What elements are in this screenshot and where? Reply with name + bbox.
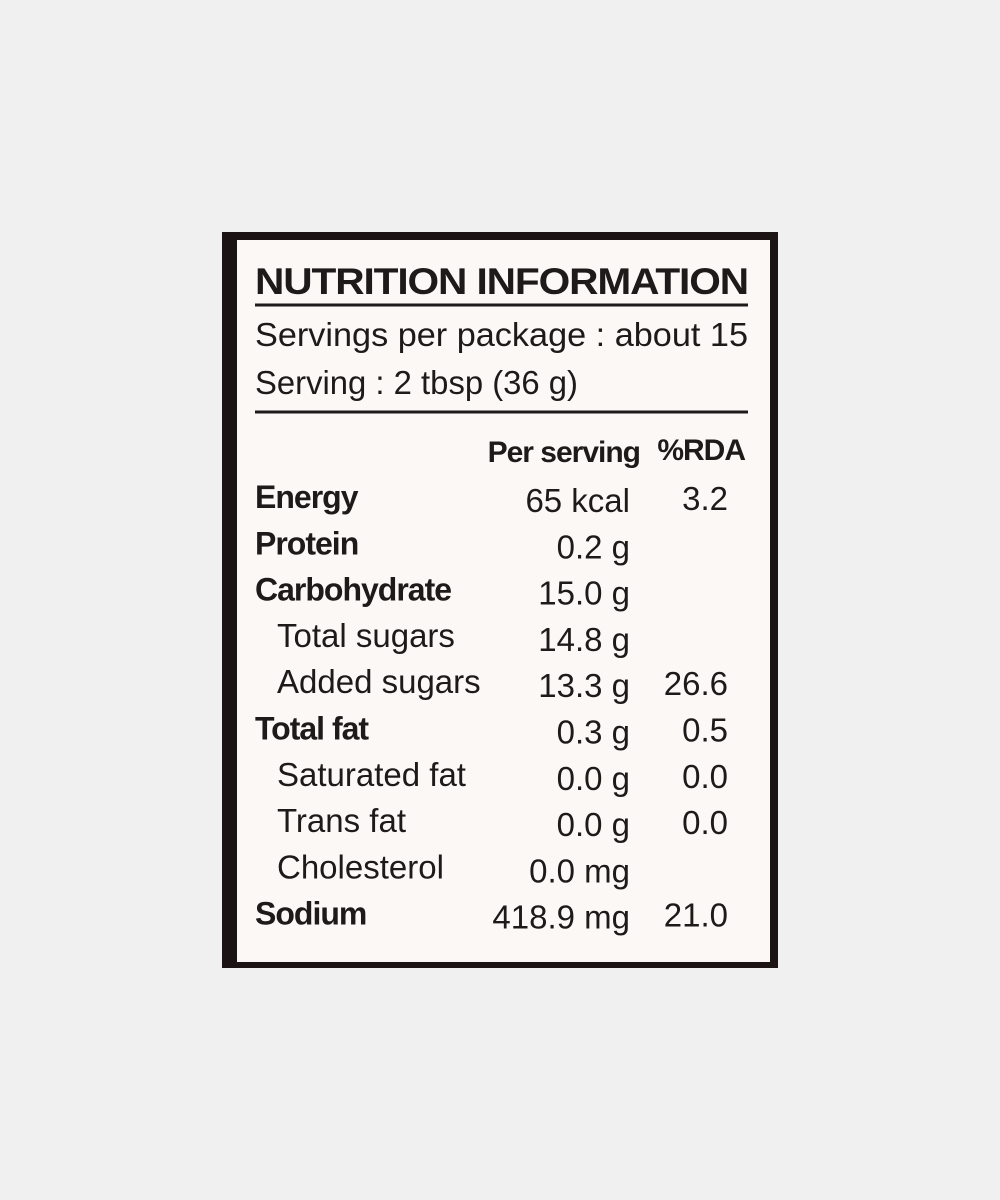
nutrient-name: Added sugars	[277, 663, 481, 700]
nutrient-name: Energy	[255, 479, 359, 515]
nutrient-name: Sodium	[255, 896, 366, 932]
per-serving: 65 kcal	[525, 482, 630, 519]
per-serving: 0.2 g	[557, 528, 630, 565]
label-panel	[237, 240, 770, 962]
nutrient-name: Saturated fat	[277, 756, 466, 793]
per-serving: 13.3 g	[538, 667, 630, 704]
servings-per-package: Servings per package : about 15	[255, 316, 748, 353]
rda: 0.0	[682, 804, 728, 841]
per-serving: 15.0 g	[538, 575, 630, 612]
serving-size: Serving : 2 tbsp (36 g)	[255, 364, 578, 401]
per-serving: 0.0 mg	[529, 852, 630, 889]
rda: 3.2	[682, 480, 728, 517]
nutrient-name: Trans fat	[277, 802, 406, 839]
nutrient-name: Total sugars	[277, 617, 455, 654]
per-serving: 0.3 g	[557, 714, 630, 751]
nutrient-table: Energy 65 kcal 3.2 Protein 0.2 g Carbohydrate…	[255, 479, 728, 936]
per-serving: 14.8 g	[538, 621, 630, 658]
column-header: Per serving	[488, 436, 640, 469]
nutrient-name: Carbohydrate	[255, 572, 451, 608]
nutrient-name: Total fat	[255, 711, 369, 747]
title: NUTRITION INFORMATION	[255, 261, 748, 302]
rda: 21.0	[664, 897, 728, 934]
nutrient-name: Protein	[255, 525, 358, 561]
per-serving: 0.0 g	[557, 760, 630, 797]
per-serving: 0.0 g	[557, 806, 630, 843]
column-header: %RDA	[657, 434, 745, 467]
per-serving: 418.9 mg	[492, 899, 630, 936]
rda: 0.0	[682, 758, 728, 795]
rda: 26.6	[664, 665, 728, 702]
nutrient-name: Cholesterol	[277, 848, 444, 885]
rda: 0.5	[682, 712, 728, 749]
